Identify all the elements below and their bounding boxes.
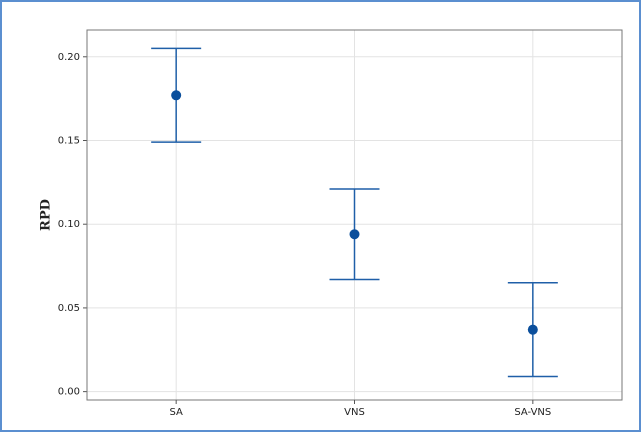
mean-point xyxy=(171,90,182,101)
y-tick-label: 0.05 xyxy=(58,303,80,314)
mean-point xyxy=(349,229,360,240)
x-tick-label: SA-VNS xyxy=(514,407,551,418)
y-tick-label: 0.10 xyxy=(58,219,80,230)
y-tick-label: 0.00 xyxy=(58,387,80,398)
x-tick-label: VNS xyxy=(344,407,365,418)
x-tick-label: SA xyxy=(169,407,183,418)
mean-point xyxy=(527,324,538,335)
y-tick-label: 0.20 xyxy=(58,52,80,63)
y-tick-label: 0.15 xyxy=(58,135,80,146)
y-axis-label: RPD xyxy=(39,199,54,231)
